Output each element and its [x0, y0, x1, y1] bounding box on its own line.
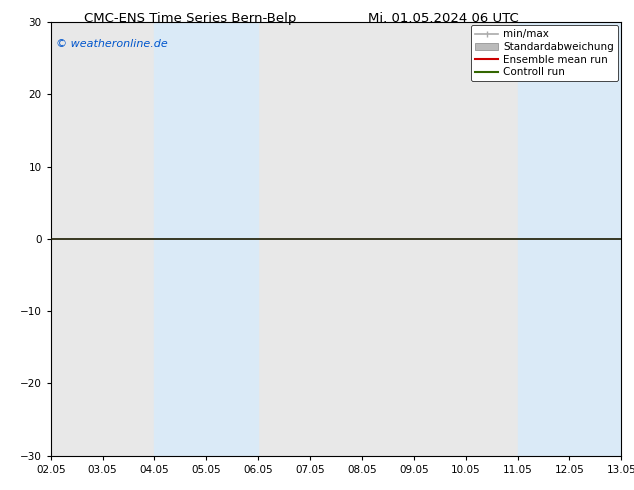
Bar: [155, 22, 258, 456]
Text: © weatheronline.de: © weatheronline.de: [56, 39, 168, 49]
Text: Mi. 01.05.2024 06 UTC: Mi. 01.05.2024 06 UTC: [368, 12, 519, 25]
Legend: min/max, Standardabweichung, Ensemble mean run, Controll run: min/max, Standardabweichung, Ensemble me…: [471, 25, 618, 81]
Bar: [517, 22, 621, 456]
Text: CMC-ENS Time Series Bern-Belp: CMC-ENS Time Series Bern-Belp: [84, 12, 296, 25]
